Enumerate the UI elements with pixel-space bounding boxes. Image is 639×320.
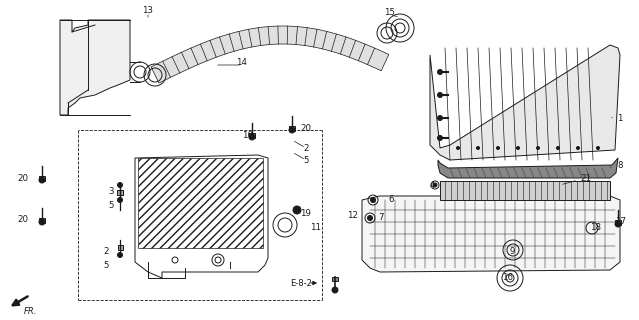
Polygon shape — [438, 158, 618, 178]
Text: 20: 20 — [17, 215, 28, 225]
Circle shape — [516, 147, 520, 149]
Circle shape — [39, 219, 45, 225]
Text: 17: 17 — [615, 218, 626, 227]
Text: 19: 19 — [300, 209, 311, 218]
Text: FR.: FR. — [24, 308, 37, 316]
Circle shape — [289, 127, 295, 133]
Circle shape — [249, 134, 255, 140]
Circle shape — [477, 147, 479, 149]
Text: 9: 9 — [510, 247, 516, 257]
Circle shape — [438, 92, 442, 98]
Circle shape — [118, 182, 123, 188]
Text: 2: 2 — [303, 143, 309, 153]
Circle shape — [332, 287, 338, 293]
Text: 5: 5 — [108, 201, 114, 210]
Circle shape — [456, 147, 459, 149]
Circle shape — [557, 147, 560, 149]
FancyBboxPatch shape — [39, 176, 45, 181]
FancyBboxPatch shape — [39, 218, 45, 223]
Text: 6: 6 — [388, 196, 394, 204]
FancyBboxPatch shape — [138, 158, 263, 248]
Circle shape — [438, 69, 442, 75]
Text: 1: 1 — [617, 114, 622, 123]
Circle shape — [596, 147, 599, 149]
Polygon shape — [440, 181, 610, 200]
Text: 20: 20 — [300, 124, 311, 132]
Circle shape — [39, 177, 45, 183]
Text: 13: 13 — [142, 5, 153, 14]
Circle shape — [118, 252, 123, 258]
Polygon shape — [60, 20, 130, 115]
Circle shape — [576, 147, 580, 149]
Circle shape — [293, 206, 301, 214]
Circle shape — [438, 116, 442, 121]
Circle shape — [371, 197, 376, 203]
Circle shape — [118, 197, 123, 203]
Text: 5: 5 — [303, 156, 309, 164]
Circle shape — [438, 135, 442, 140]
Text: E-8-2: E-8-2 — [290, 278, 312, 287]
Text: 20: 20 — [17, 173, 28, 182]
FancyBboxPatch shape — [249, 133, 255, 138]
Polygon shape — [430, 45, 620, 160]
Text: 5: 5 — [103, 260, 109, 269]
Polygon shape — [362, 196, 620, 272]
Text: 10: 10 — [242, 131, 254, 140]
Text: 7: 7 — [378, 213, 383, 222]
Text: 16: 16 — [502, 274, 514, 283]
Text: 15: 15 — [385, 7, 396, 17]
Text: 21: 21 — [580, 173, 591, 182]
FancyBboxPatch shape — [332, 277, 338, 281]
Text: 12: 12 — [347, 211, 358, 220]
Circle shape — [615, 221, 621, 227]
FancyBboxPatch shape — [118, 245, 123, 250]
FancyBboxPatch shape — [118, 190, 123, 195]
Circle shape — [497, 147, 500, 149]
Text: 3: 3 — [108, 188, 114, 196]
Text: 18: 18 — [590, 223, 601, 233]
FancyBboxPatch shape — [117, 190, 123, 195]
Circle shape — [367, 215, 373, 220]
Text: 11: 11 — [310, 223, 321, 233]
Text: 2: 2 — [103, 247, 109, 257]
Circle shape — [537, 147, 539, 149]
FancyBboxPatch shape — [289, 126, 295, 131]
Text: 4: 4 — [430, 180, 436, 189]
Text: 8: 8 — [617, 161, 622, 170]
Circle shape — [433, 183, 437, 187]
Polygon shape — [135, 155, 268, 278]
Text: 14: 14 — [236, 58, 247, 67]
FancyBboxPatch shape — [615, 220, 621, 225]
Polygon shape — [151, 26, 389, 83]
